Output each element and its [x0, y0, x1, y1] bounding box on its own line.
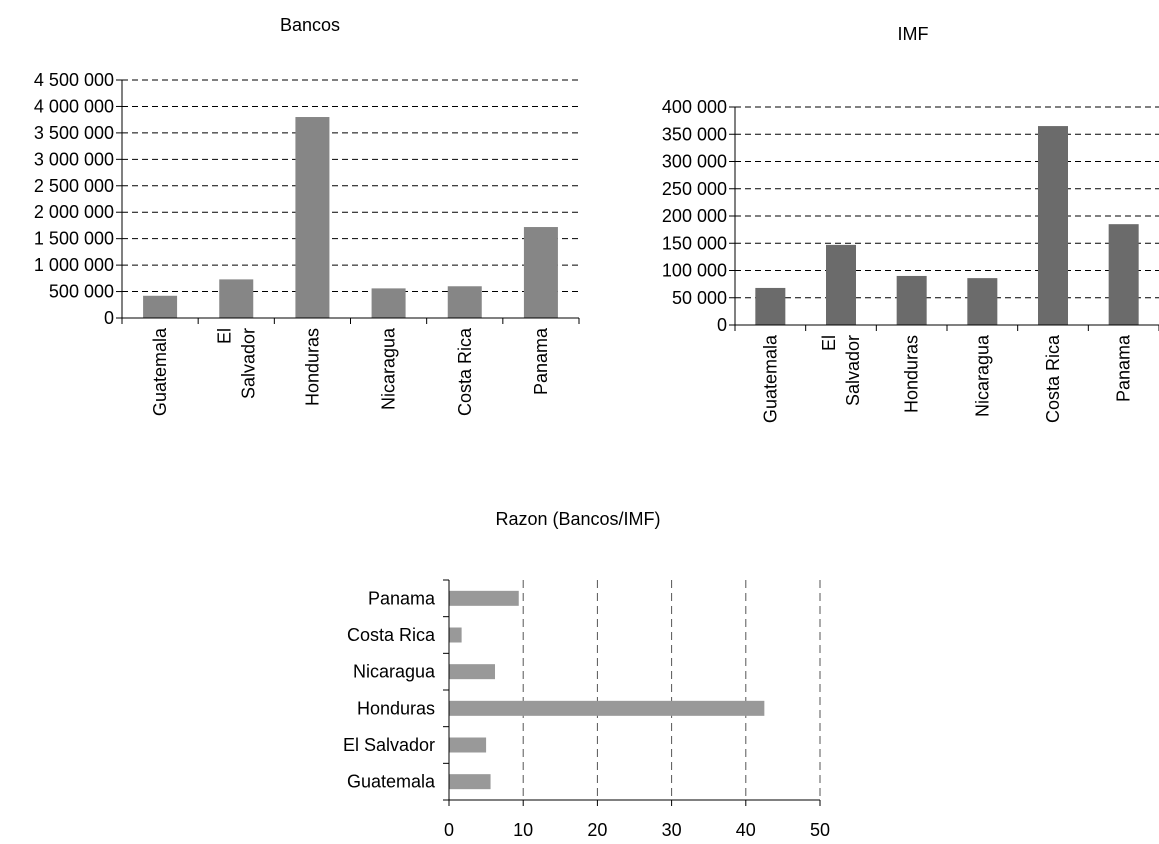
chart-0-y-tick-label: 500 000	[49, 282, 114, 302]
chart-0-x-label-nicaragua: Nicaragua	[379, 327, 399, 410]
chart-2-bar-el-salvador	[449, 737, 487, 753]
chart-1-x-label-guatemala: Guatemala	[760, 334, 780, 423]
chart-1-x-label-panama: Panama	[1114, 334, 1134, 402]
chart-0-x-label-el-salvador: El Salvador	[214, 328, 258, 399]
chart-2-y-label-panama: Panama	[368, 588, 436, 608]
chart-2-x-tick-label: 30	[662, 820, 682, 840]
chart-1-y-tick-label: 0	[717, 315, 727, 335]
chart-2-y-label-guatemala: Guatemala	[347, 772, 436, 792]
chart-2-x-tick-label: 0	[444, 820, 454, 840]
chart-0-y-tick-label: 3 000 000	[34, 149, 114, 169]
imf-chart: IMF 0 50 000 100 000 150 000 200 000 250 000 3…	[662, 24, 1159, 423]
chart-0-y-tick-label: 1 500 000	[34, 229, 114, 249]
chart-0-x-label-honduras: Honduras	[302, 328, 322, 406]
chart-0-y-tick-label: 3 500 000	[34, 123, 114, 143]
chart-1-x-label-costa-rica: Costa Rica	[1043, 334, 1063, 423]
chart-0-bar-honduras	[295, 117, 330, 319]
chart-1-y-tick-label: 250 000	[662, 179, 727, 199]
chart-0-y-tick-label: 4 500 000	[34, 70, 114, 90]
chart-1-y-tick-label: 50 000	[672, 288, 727, 308]
chart-1-y-tick-label: 100 000	[662, 261, 727, 281]
chart-0-bar-nicaragua	[371, 288, 406, 318]
bancos-chart-title: Bancos	[280, 15, 340, 35]
chart-2-x-tick-label: 10	[513, 820, 533, 840]
chart-1-y-tick-label: 350 000	[662, 124, 727, 144]
chart-1-x-label-el-salvador: El Salvador	[819, 335, 863, 406]
chart-2-x-tick-label: 50	[810, 820, 830, 840]
razon-chart: Razon (Bancos/IMF) Guatemala El Salvador H…	[343, 509, 830, 840]
chart-1-y-tick-label: 150 000	[662, 233, 727, 253]
chart-1-bar-costa-rica	[1038, 126, 1068, 325]
bancos-chart: Bancos 0 500 000 1 000 000 1 500 000 2 000 0…	[34, 15, 580, 416]
imf-chart-title: IMF	[898, 24, 929, 44]
chart-1-y-tick-label: 400 000	[662, 97, 727, 117]
chart-2-y-label-costa-rica: Costa Rica	[347, 625, 436, 645]
chart-2-bar-nicaragua	[449, 664, 496, 680]
chart-2-bar-panama	[449, 590, 519, 606]
chart-2-bar-costa-rica	[449, 627, 462, 643]
chart-0-y-tick-label: 4 000 000	[34, 96, 114, 116]
chart-1-y-tick-label: 200 000	[662, 206, 727, 226]
chart-2-y-label-el-salvador: El Salvador	[343, 735, 435, 755]
razon-chart-title: Razon (Bancos/IMF)	[495, 509, 660, 529]
chart-1-bar-guatemala	[755, 287, 786, 325]
chart-1-bar-honduras	[896, 275, 927, 325]
chart-1-bar-el-salvador	[826, 244, 856, 325]
chart-2-x-tick-label: 40	[736, 820, 756, 840]
chart-1-x-label-honduras: Honduras	[902, 335, 922, 413]
chart-0-bar-costa-rica	[447, 286, 482, 318]
chart-0-bar-panama	[523, 227, 558, 318]
chart-0-x-label-panama: Panama	[531, 327, 551, 395]
chart-1-x-label-nicaragua: Nicaragua	[972, 334, 992, 417]
chart-0-bar-el-salvador	[219, 279, 254, 318]
chart-0-y-tick-label: 0	[104, 308, 114, 328]
chart-2-x-tick-label: 20	[587, 820, 607, 840]
chart-0-y-tick-label: 2 000 000	[34, 202, 114, 222]
chart-2-y-label-nicaragua: Nicaragua	[353, 662, 436, 682]
chart-1-bar-nicaragua	[967, 278, 998, 325]
chart-2-bar-honduras	[449, 700, 765, 716]
chart-0-x-label-costa-rica: Costa Rica	[455, 327, 475, 416]
chart-0-x-label-guatemala: Guatemala	[150, 327, 170, 416]
chart-0-y-tick-label: 1 000 000	[34, 255, 114, 275]
chart-0-y-tick-label: 2 500 000	[34, 176, 114, 196]
chart-0-bar-guatemala	[143, 295, 178, 318]
chart-2-bar-guatemala	[449, 774, 491, 790]
chart-2-y-label-honduras: Honduras	[357, 698, 435, 718]
chart-1-bar-panama	[1108, 224, 1139, 325]
chart-1-y-tick-label: 300 000	[662, 152, 727, 172]
